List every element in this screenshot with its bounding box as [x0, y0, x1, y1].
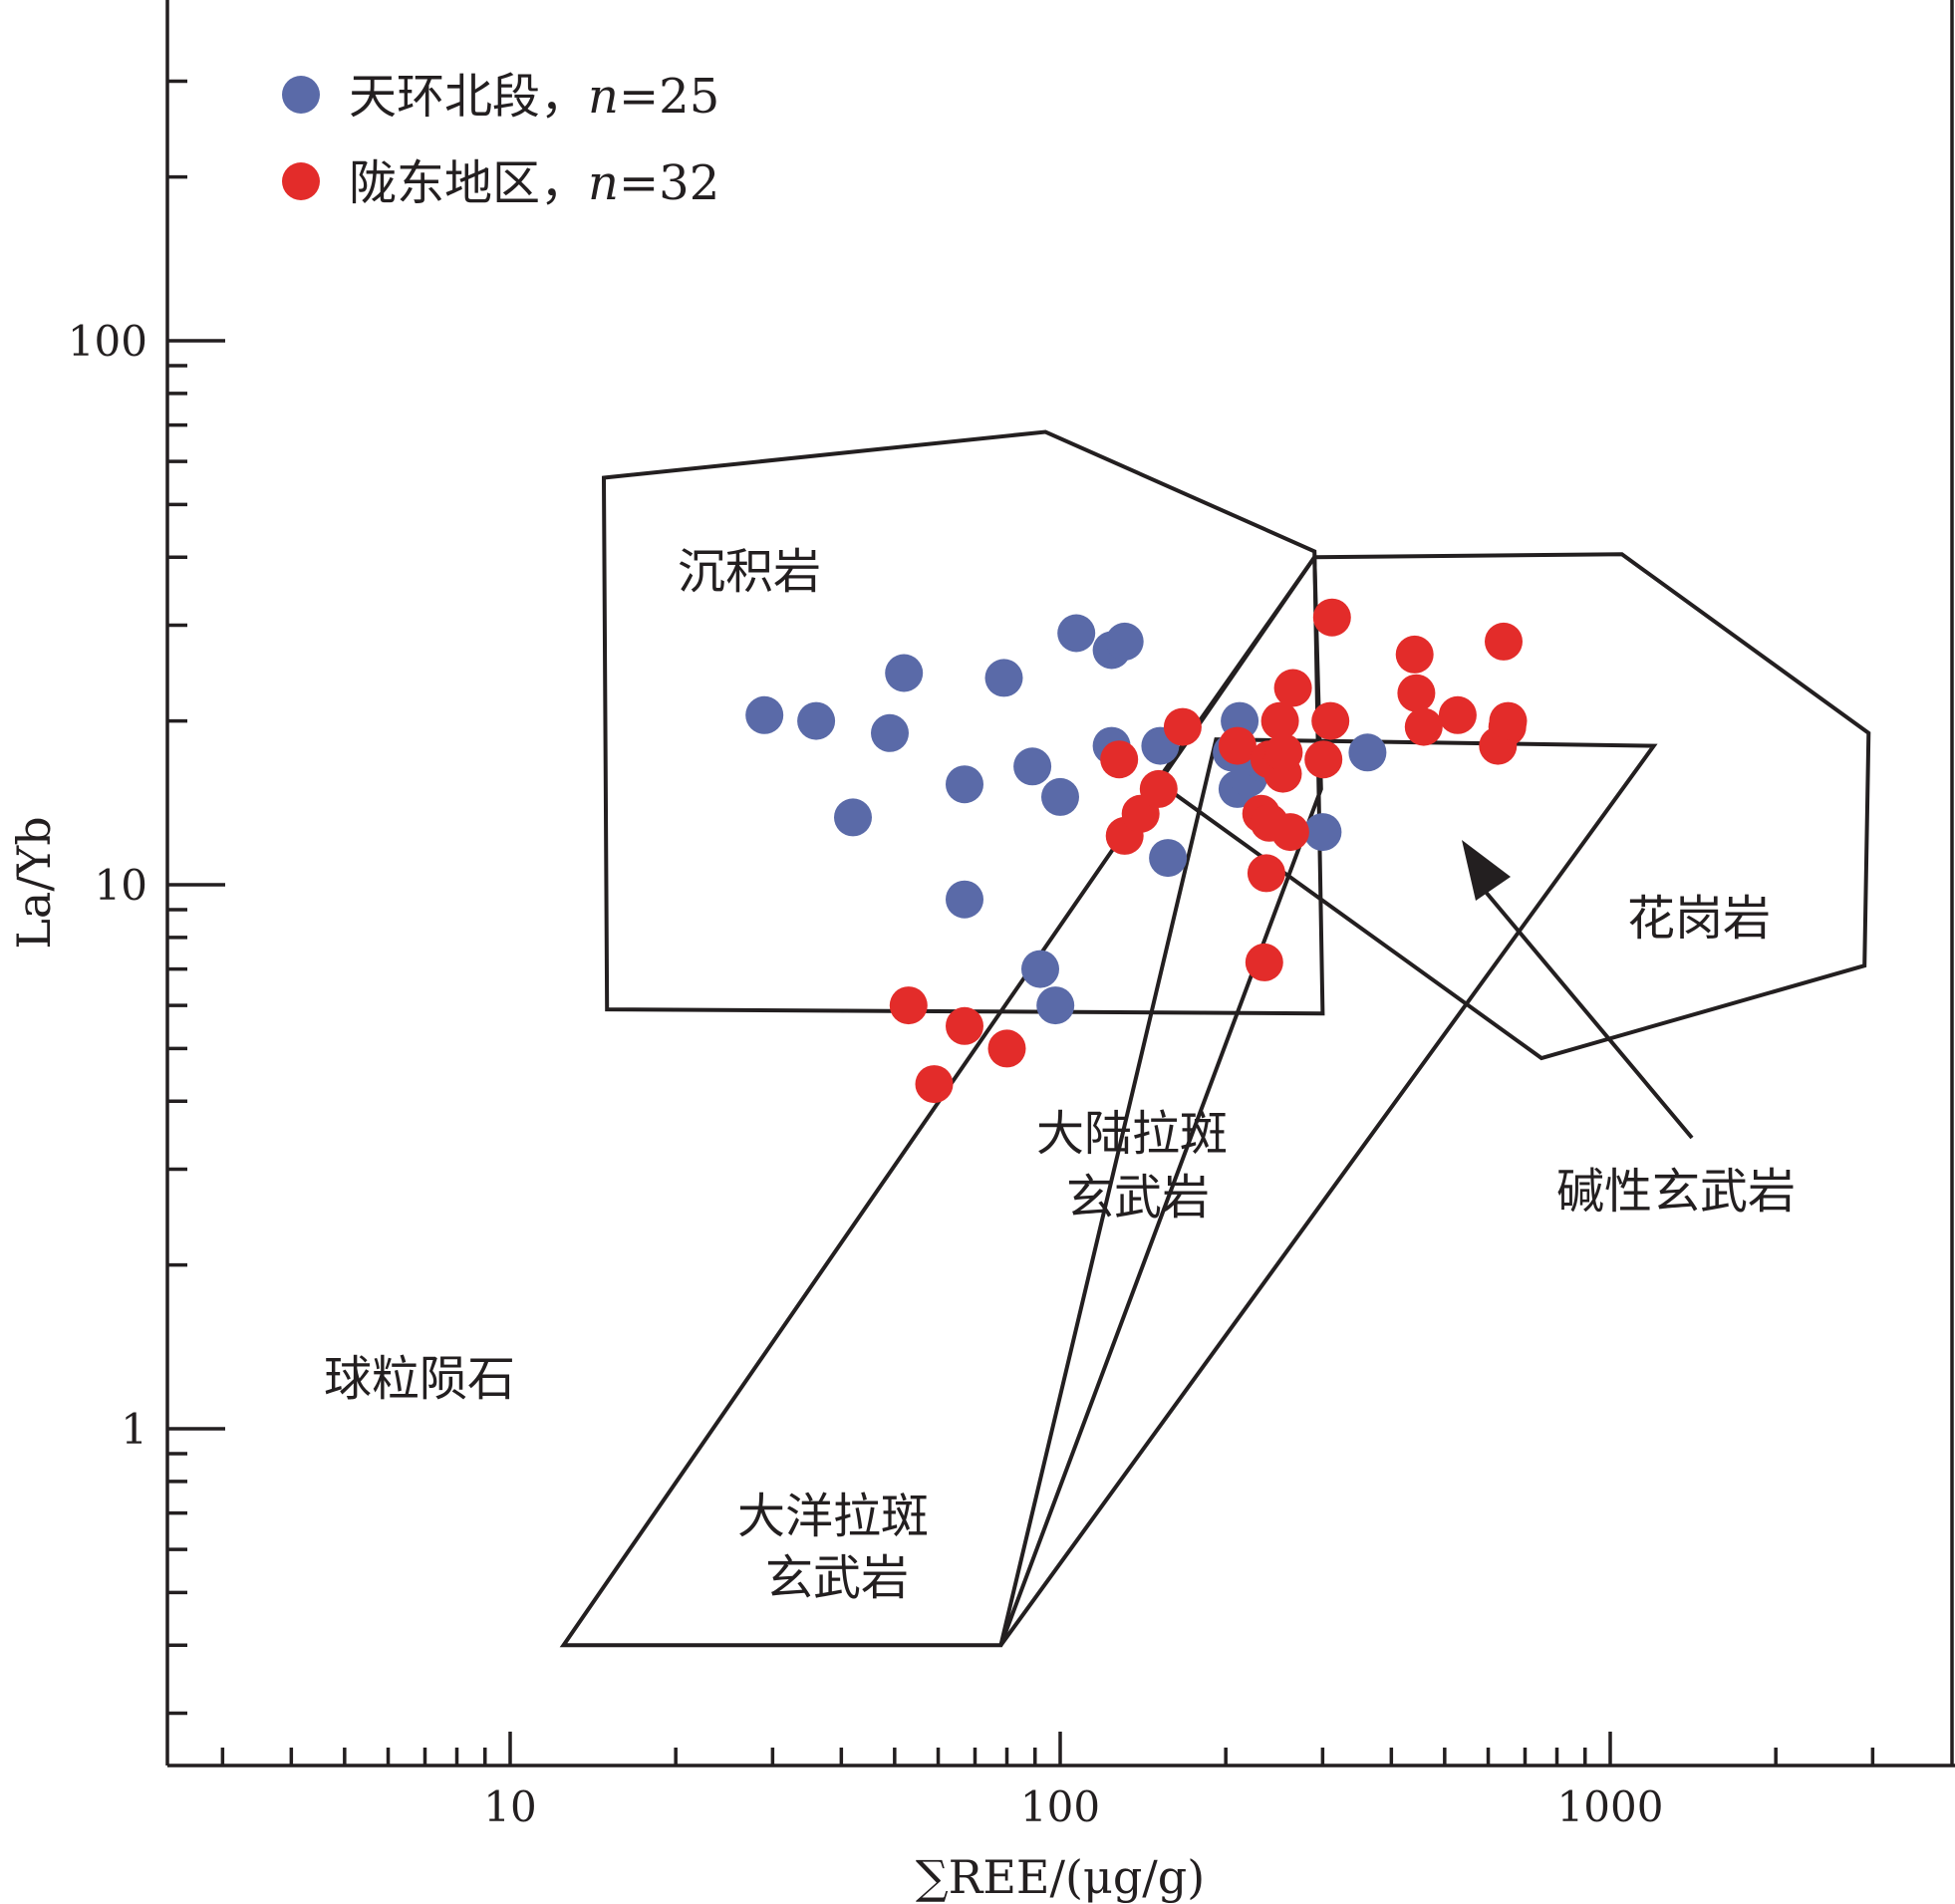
field-label-oceanic-tholeiite-line1: 大洋拉斑 — [737, 1489, 929, 1544]
x-tick-label: 10 — [483, 1782, 536, 1831]
x-tick-label: 100 — [1020, 1782, 1100, 1831]
point-longdong — [1100, 740, 1139, 779]
point-tianhuan — [797, 701, 836, 740]
point-longdong — [1245, 943, 1283, 981]
point-longdong — [1163, 707, 1202, 746]
point-tianhuan — [1303, 813, 1342, 852]
point-longdong — [1218, 726, 1257, 765]
point-longdong — [1312, 598, 1351, 637]
x-tick-label: 1000 — [1557, 1782, 1664, 1831]
point-tianhuan — [946, 765, 983, 804]
point-longdong — [1311, 701, 1350, 740]
point-longdong — [889, 986, 928, 1025]
point-longdong — [1304, 740, 1343, 779]
y-axis-label: La/Yb — [7, 816, 61, 949]
point-longdong — [1273, 669, 1312, 707]
field-label-chondrite: 球粒陨石 — [324, 1351, 515, 1407]
point-longdong — [1270, 813, 1309, 852]
point-longdong — [1395, 635, 1434, 674]
plot-frame — [165, 0, 1955, 1768]
field-label-alkali-basalt: 碱性玄武岩 — [1556, 1164, 1796, 1220]
field-label-continental-tholeiite-line1: 大陆拉斑 — [1036, 1106, 1228, 1162]
y-tick-label: 100 — [68, 317, 147, 366]
point-tianhuan — [946, 880, 983, 919]
legend-marker-longdong — [282, 162, 320, 200]
legend-label-tianhuan: 天环北段，n=25 — [349, 69, 719, 125]
point-tianhuan — [1057, 614, 1096, 653]
point-tianhuan — [1348, 733, 1387, 772]
data-points — [745, 598, 1528, 1104]
point-tianhuan — [1021, 950, 1059, 988]
point-tianhuan — [745, 695, 784, 734]
point-longdong — [1139, 769, 1178, 808]
y-tick-label: 10 — [95, 861, 147, 910]
point-tianhuan — [1013, 747, 1052, 786]
field-polygon — [601, 429, 1325, 1016]
field-label-continental-tholeiite-line2: 玄武岩 — [1066, 1170, 1210, 1225]
point-tianhuan — [871, 713, 909, 752]
legend-label-longdong: 陇东地区，n=32 — [349, 155, 719, 211]
alkali-basalt-arrow — [1462, 840, 1694, 1140]
point-tianhuan — [1149, 839, 1188, 878]
point-longdong — [1438, 695, 1477, 734]
point-longdong — [1485, 622, 1523, 661]
field-label-oceanic-tholeiite-line2: 玄武岩 — [765, 1550, 909, 1606]
legend-marker-tianhuan — [282, 76, 320, 114]
point-longdong — [1247, 854, 1285, 893]
point-tianhuan — [1105, 622, 1144, 661]
point-longdong — [1264, 733, 1303, 772]
x-ticks: 10 100 1000 — [220, 1732, 1875, 1831]
arrow-head — [1462, 840, 1511, 901]
field-labels: 沉积岩 花岗岩 大陆拉斑 玄武岩 碱性玄武岩 大洋拉斑 玄武岩 球粒陨石 — [324, 544, 1796, 1606]
arrow-shaft — [1483, 889, 1694, 1140]
y-tick-label: 1 — [121, 1405, 147, 1454]
point-tianhuan — [885, 654, 924, 692]
legend: 天环北段，n=25 陇东地区，n=32 — [282, 69, 719, 211]
point-longdong — [1404, 707, 1443, 746]
point-longdong — [1489, 701, 1528, 740]
field-label-granite: 花岗岩 — [1627, 891, 1771, 947]
point-tianhuan — [834, 798, 872, 837]
point-tianhuan — [984, 659, 1023, 697]
discrimination-fields — [559, 429, 1871, 1648]
point-longdong — [946, 1006, 983, 1045]
y-ticks: 1 10 100 — [68, 79, 225, 1716]
point-longdong — [1397, 674, 1436, 712]
point-longdong — [915, 1065, 954, 1104]
field-polygon — [559, 551, 1323, 1648]
point-tianhuan — [1036, 986, 1075, 1025]
field-label-sedimentary: 沉积岩 — [678, 544, 821, 600]
point-tianhuan — [1041, 777, 1079, 816]
x-axis-label: ∑REE/(μg/g) — [916, 1850, 1205, 1904]
point-longdong — [987, 1029, 1026, 1068]
point-longdong — [1260, 701, 1299, 740]
